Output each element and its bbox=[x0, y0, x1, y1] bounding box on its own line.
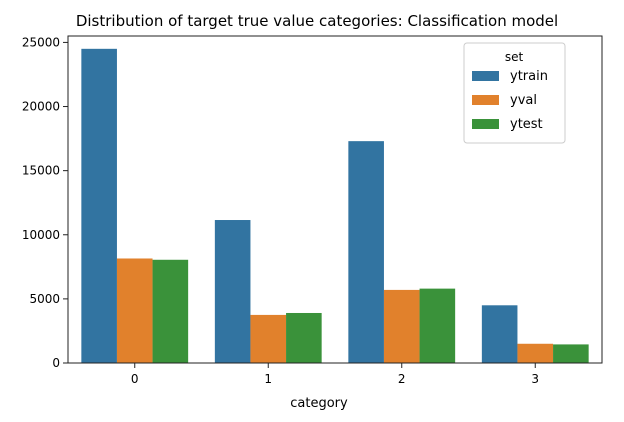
legend-title: set bbox=[505, 50, 524, 64]
legend: set ytrain yval ytest bbox=[463, 42, 566, 144]
y-tick-label: 10000 bbox=[22, 228, 60, 242]
y-tick-label: 25000 bbox=[22, 35, 60, 49]
bar-ytest-3 bbox=[553, 344, 589, 363]
chart-title: Distribution of target true value catego… bbox=[76, 12, 558, 30]
x-tick-label: 1 bbox=[264, 372, 272, 386]
y-tick-label: 15000 bbox=[22, 164, 60, 178]
bar-yval-1 bbox=[250, 314, 287, 363]
x-axis-label: category bbox=[290, 396, 348, 411]
bar-ytrain-3 bbox=[481, 305, 518, 363]
bar-yval-0 bbox=[116, 258, 153, 363]
legend-swatch-ytest bbox=[472, 119, 499, 129]
y-axis: 0 5000 10000 15000 20000 25000 bbox=[22, 35, 68, 370]
legend-label-ytest: ytest bbox=[510, 117, 543, 132]
bar-ytrain-0 bbox=[81, 48, 117, 364]
legend-box bbox=[463, 42, 566, 144]
y-tick-label: 0 bbox=[52, 356, 60, 370]
bar-yval-3 bbox=[517, 343, 554, 363]
bar-yval-2 bbox=[383, 289, 420, 363]
x-axis: 0 1 2 3 bbox=[131, 363, 539, 386]
bar-ytrain-2 bbox=[348, 141, 384, 363]
y-tick-label: 5000 bbox=[29, 292, 60, 306]
y-tick-label: 20000 bbox=[22, 100, 60, 114]
legend-items: ytrain yval ytest bbox=[472, 69, 548, 132]
bar-ytest-1 bbox=[286, 312, 322, 363]
bars-layer bbox=[81, 48, 589, 364]
x-tick-label: 3 bbox=[531, 372, 539, 386]
bar-ytest-2 bbox=[419, 288, 456, 363]
legend-label-ytrain: ytrain bbox=[510, 69, 548, 84]
x-tick-label: 0 bbox=[131, 372, 139, 386]
bar-ytrain-1 bbox=[214, 220, 251, 363]
legend-swatch-yval bbox=[472, 95, 499, 105]
plot-frame bbox=[67, 35, 603, 364]
x-tick-label: 2 bbox=[398, 372, 406, 386]
legend-swatch-ytrain bbox=[472, 71, 499, 81]
legend-label-yval: yval bbox=[510, 93, 537, 108]
bar-ytest-0 bbox=[152, 259, 189, 363]
